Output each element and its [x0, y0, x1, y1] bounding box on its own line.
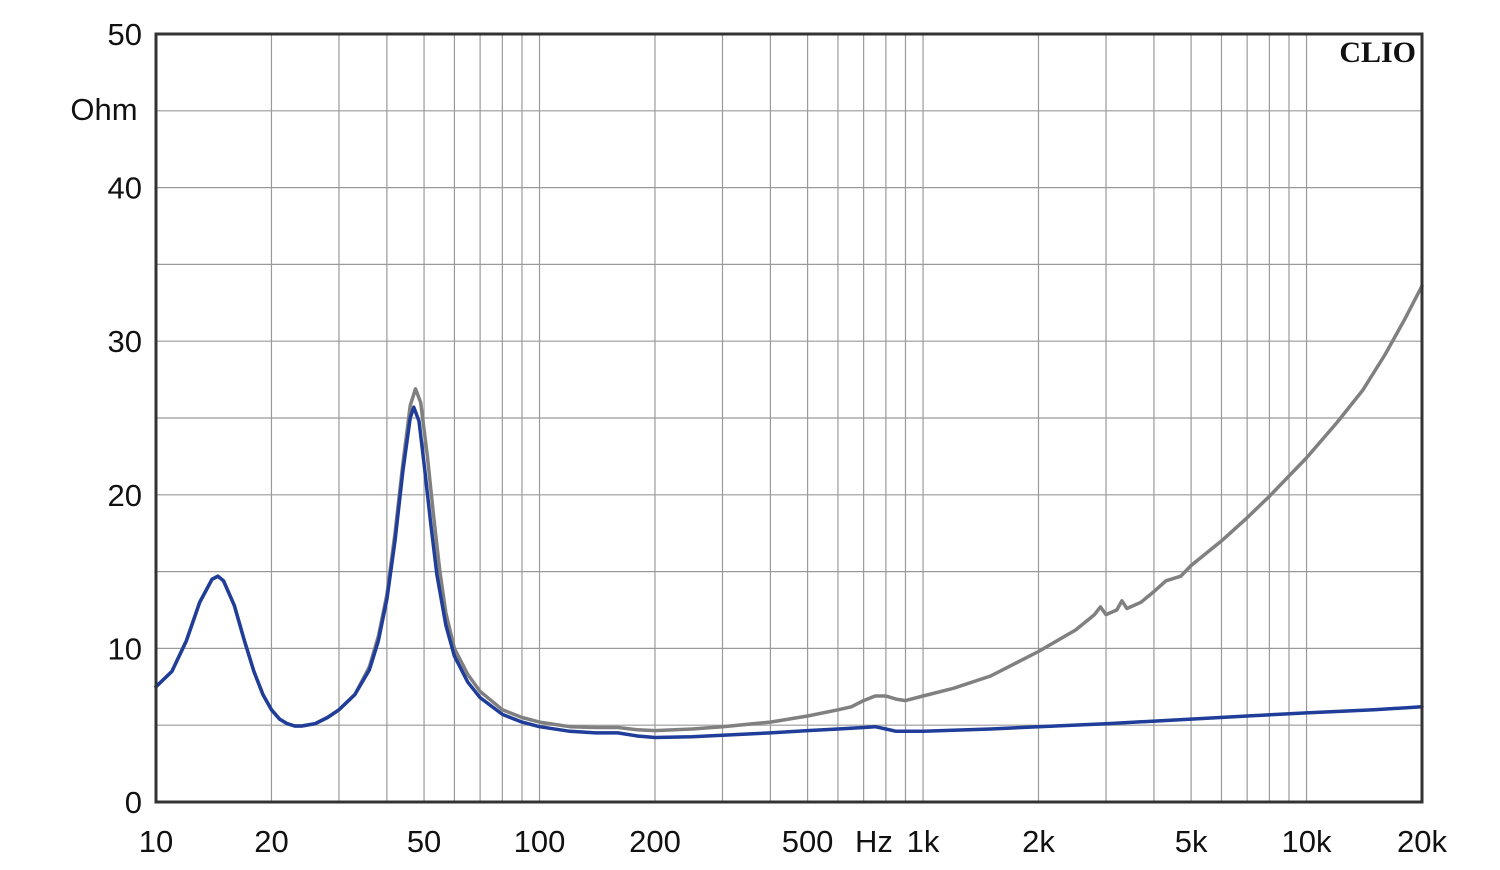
y-tick-label: 50: [108, 17, 142, 52]
x-tick-label: 200: [629, 824, 681, 859]
x-axis-unit-label: Hz: [855, 824, 893, 859]
x-tick-label: 10k: [1282, 824, 1332, 859]
x-tick-label: 100: [514, 824, 566, 859]
y-axis-unit-label: Ohm: [70, 92, 137, 127]
y-tick-label: 40: [108, 171, 142, 206]
impedance-curve: [154, 405, 1424, 740]
brand-logo-text: CLIO: [1339, 36, 1416, 69]
y-tick-label: 30: [108, 324, 142, 359]
x-tick-label: 20: [254, 824, 288, 859]
x-tick-label: 5k: [1175, 824, 1208, 859]
x-tick-label: 1k: [907, 824, 940, 859]
y-tick-label: 0: [125, 785, 142, 820]
x-tick-labels: 10 20 50 100 200 500 1k 2k 5k 10k 20k: [139, 824, 1448, 859]
plot-frame: [154, 32, 1424, 804]
x-tick-label: 500: [782, 824, 834, 859]
x-tick-label: 20k: [1397, 824, 1447, 859]
y-tick-labels: 0 10 20 30 40 50: [108, 17, 142, 820]
y-tick-label: 20: [108, 478, 142, 513]
y-tick-label: 10: [108, 631, 142, 666]
series-group: [154, 284, 1424, 740]
x-tick-label: 50: [407, 824, 441, 859]
x-tick-label: 2k: [1022, 824, 1055, 859]
x-tick-label: 10: [139, 824, 173, 859]
